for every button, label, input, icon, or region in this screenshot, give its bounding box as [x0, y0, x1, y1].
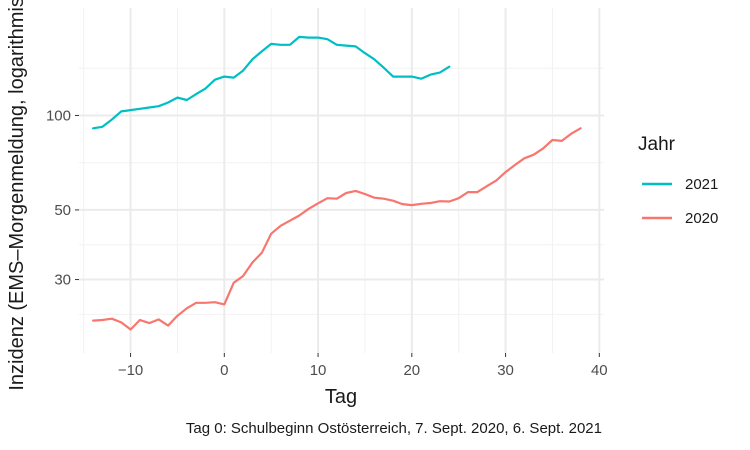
- y-axis-title: Inzidenz (EMS–Morgenmeldung, logarithmis…: [6, 0, 28, 391]
- x-tick-label: 10: [310, 362, 327, 379]
- x-tick-label: 0: [220, 362, 228, 379]
- x-tick-label: 20: [403, 362, 420, 379]
- series-lines: [91, 35, 582, 331]
- major-grid: [79, 8, 604, 353]
- x-axis-ticks: −10 0 10 20 30 40: [118, 353, 608, 379]
- series-line-2020: [91, 127, 582, 331]
- minor-grid: [79, 8, 604, 353]
- legend: Jahr 2021 2020: [638, 134, 718, 227]
- legend-label-2021: 2021: [685, 176, 718, 193]
- legend-label-2020: 2020: [685, 210, 718, 227]
- x-tick-label: 40: [591, 362, 608, 379]
- x-tick-label: −10: [118, 362, 143, 379]
- y-axis-ticks: 30 50 100: [46, 107, 79, 289]
- y-tick-label: 30: [54, 272, 71, 289]
- panel-background: [79, 8, 604, 353]
- chart-caption: Tag 0: Schulbeginn Ostösterreich, 7. Sep…: [186, 420, 602, 437]
- series-line-2021: [91, 35, 451, 130]
- legend-title: Jahr: [638, 134, 676, 155]
- x-tick-label: 30: [497, 362, 514, 379]
- y-tick-label: 100: [46, 107, 71, 124]
- x-axis-title: Tag: [325, 386, 357, 408]
- y-tick-label: 50: [54, 202, 71, 219]
